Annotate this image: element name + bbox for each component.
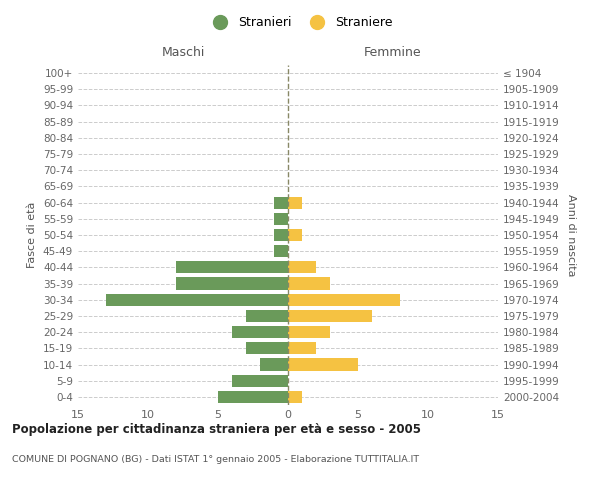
Bar [246, 342, 288, 354]
Bar [288, 310, 372, 322]
Bar [288, 391, 302, 403]
Bar [218, 391, 288, 403]
Bar [274, 245, 288, 258]
Bar [106, 294, 288, 306]
Y-axis label: Anni di nascita: Anni di nascita [566, 194, 576, 276]
Bar [274, 229, 288, 241]
Bar [288, 262, 316, 274]
Legend: Stranieri, Straniere: Stranieri, Straniere [202, 11, 398, 34]
Bar [232, 326, 288, 338]
Bar [288, 326, 330, 338]
Text: COMUNE DI POGNANO (BG) - Dati ISTAT 1° gennaio 2005 - Elaborazione TUTTITALIA.IT: COMUNE DI POGNANO (BG) - Dati ISTAT 1° g… [12, 455, 419, 464]
Bar [288, 342, 316, 354]
Bar [274, 196, 288, 208]
Bar [274, 212, 288, 225]
Bar [288, 229, 302, 241]
Bar [288, 278, 330, 289]
Text: Femmine: Femmine [364, 46, 422, 59]
Bar [288, 358, 358, 370]
Bar [260, 358, 288, 370]
Bar [176, 278, 288, 289]
Bar [288, 294, 400, 306]
Bar [176, 262, 288, 274]
Text: Popolazione per cittadinanza straniera per età e sesso - 2005: Popolazione per cittadinanza straniera p… [12, 422, 421, 436]
Bar [232, 374, 288, 387]
Y-axis label: Fasce di età: Fasce di età [28, 202, 37, 268]
Text: Maschi: Maschi [161, 46, 205, 59]
Bar [288, 196, 302, 208]
Bar [246, 310, 288, 322]
